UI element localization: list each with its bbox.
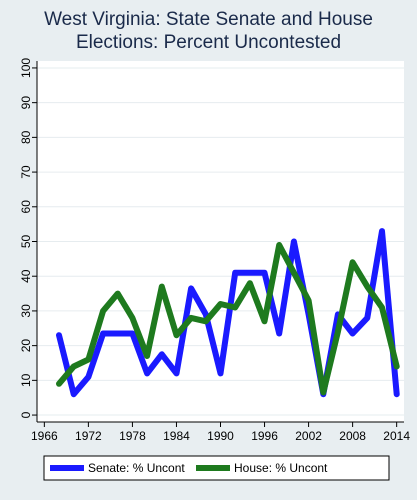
y-tick-label-20: 20 xyxy=(19,339,33,353)
y-tick-label-90: 90 xyxy=(19,96,33,110)
legend-label-senate: Senate: % Uncont xyxy=(88,461,185,475)
x-axis-ticks: 1966 1972 1978 1984 1990 1996 2002 2008 2014 xyxy=(31,422,410,443)
chart-title: West Virginia: State Senate and House El… xyxy=(0,8,417,54)
y-tick-label-50: 50 xyxy=(19,235,33,249)
x-tick-label-2008: 2008 xyxy=(339,429,366,443)
y-tick-label-60: 60 xyxy=(19,200,33,214)
x-tick-label-1978: 1978 xyxy=(119,429,146,443)
y-tick-label-0: 0 xyxy=(19,411,33,418)
x-tick-label-2014: 2014 xyxy=(383,429,410,443)
x-tick-label-1990: 1990 xyxy=(207,429,234,443)
y-tick-label-40: 40 xyxy=(19,269,33,283)
chart-title-line-1: West Virginia: State Senate and House xyxy=(44,9,373,30)
y-tick-label-100: 100 xyxy=(19,58,33,78)
legend: Senate: % Uncont House: % Uncont xyxy=(43,455,390,481)
x-tick-label-2002: 2002 xyxy=(295,429,322,443)
x-tick-label-1996: 1996 xyxy=(251,429,278,443)
y-tick-label-10: 10 xyxy=(19,373,33,387)
y-tick-label-80: 80 xyxy=(19,130,33,144)
x-tick-label-1972: 1972 xyxy=(75,429,102,443)
y-tick-label-70: 70 xyxy=(19,165,33,179)
x-tick-label-1966: 1966 xyxy=(31,429,58,443)
series-line-1 xyxy=(56,242,400,396)
legend-label-house: House: % Uncont xyxy=(234,461,328,475)
series-lines xyxy=(56,228,400,398)
chart-title-line-2: Elections: Percent Uncontested xyxy=(75,32,342,53)
y-tick-label-30: 30 xyxy=(19,304,33,318)
y-axis-ticks: 0 10 20 30 40 50 60 70 80 90 100 xyxy=(19,58,37,418)
x-tick-label-1984: 1984 xyxy=(163,429,190,443)
